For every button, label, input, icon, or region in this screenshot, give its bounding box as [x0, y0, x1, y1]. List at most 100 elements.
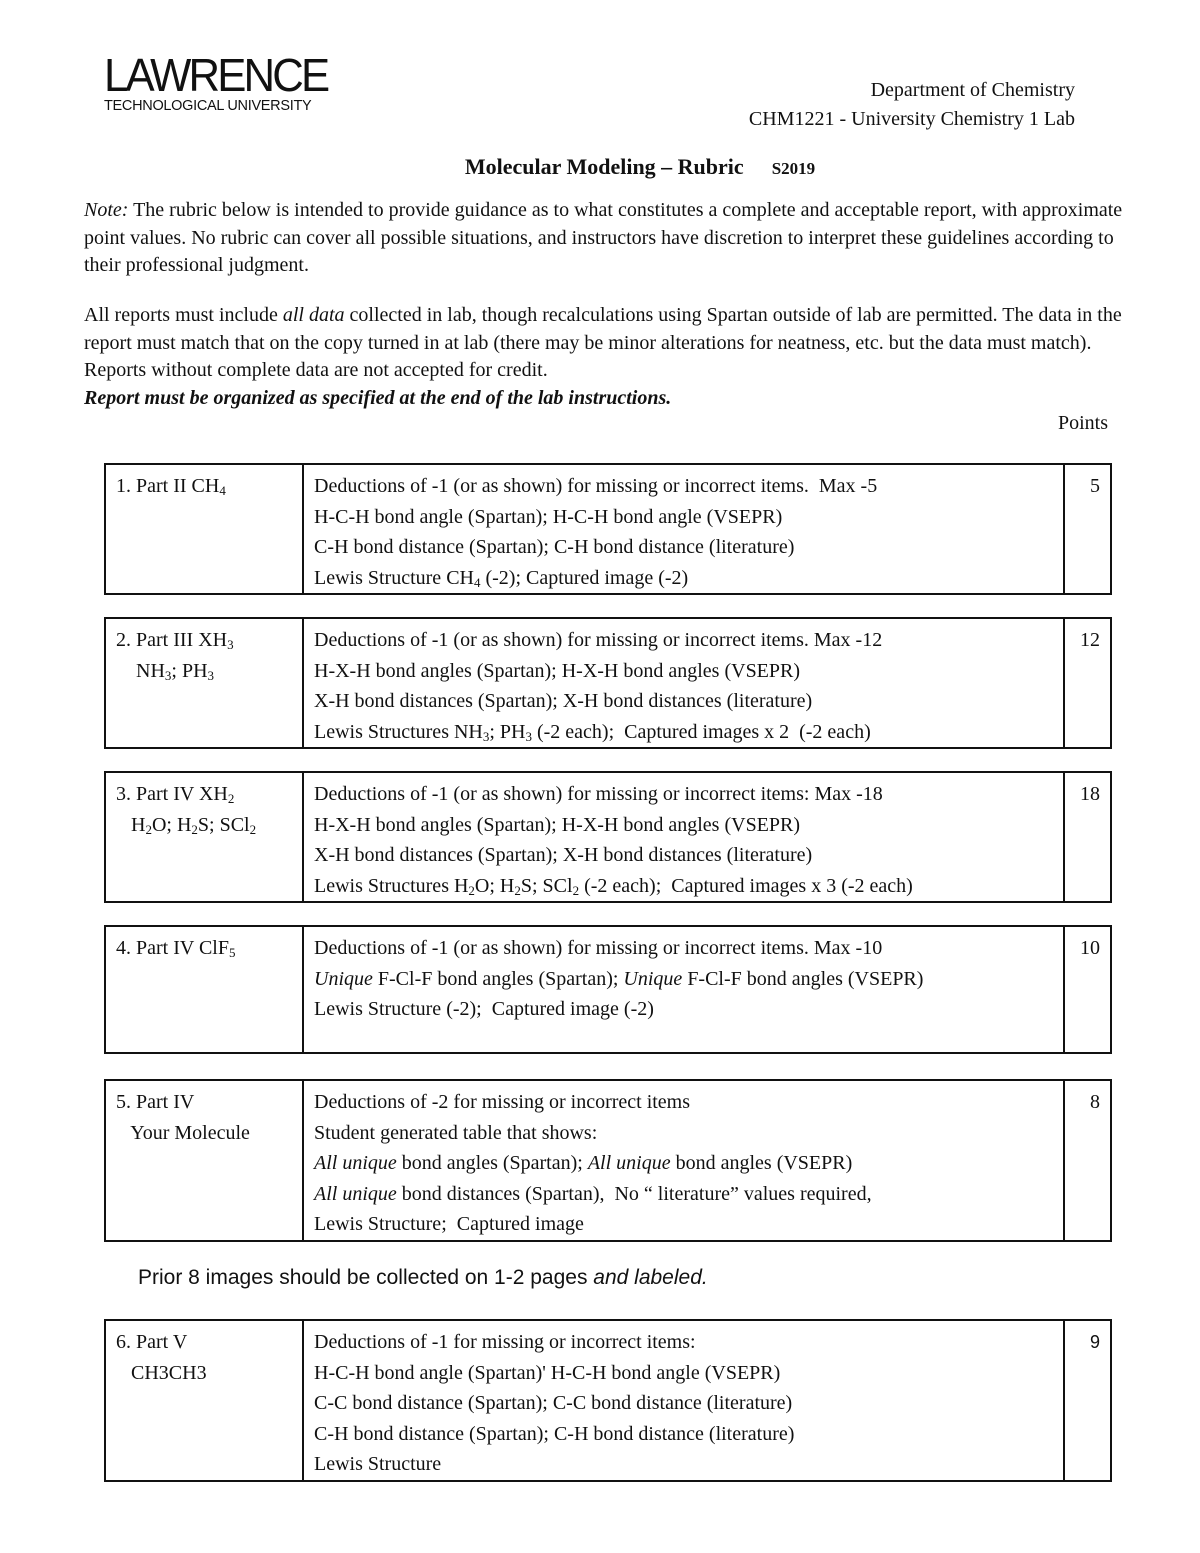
section-criteria: Deductions of -1 for missing or incorrec… [302, 1320, 1064, 1481]
rubric-line: C-C bond distance (Spartan); C-C bond di… [314, 1388, 1053, 1419]
text-segment: F-Cl-F bond angles (VSEPR) [682, 967, 924, 990]
subscript: 3 [207, 667, 215, 683]
text-segment: Deductions of -1 (or as shown) for missi… [314, 629, 883, 651]
section-points: 10 [1063, 926, 1111, 1053]
subscript: 2 [191, 821, 198, 837]
text-segment: All unique [314, 1152, 397, 1174]
rubric-line: H-X-H bond angles (Spartan); H-X-H bond … [314, 810, 1053, 841]
subscript: 2 [514, 882, 521, 898]
rubric-line: Deductions of -1 (or as shown) for missi… [314, 625, 1053, 656]
subscript: 2 [227, 791, 235, 806]
text-segment: Deductions of -1 (or as shown) for missi… [314, 475, 878, 497]
course-header: Department of Chemistry CHM1221 - Univer… [749, 76, 1075, 134]
section-criteria: Deductions of -1 (or as shown) for missi… [302, 618, 1064, 748]
text-segment: CH3CH3 [116, 1361, 207, 1384]
text-segment: Lewis Structures NH [314, 720, 483, 743]
section-label: 2. Part III XH3 NH3; PH3 [105, 618, 303, 748]
rubric-line: H-C-H bond angle (Spartan)' H-C-H bond a… [314, 1358, 1053, 1389]
section-criteria: Deductions of -1 (or as shown) for missi… [302, 772, 1064, 902]
text-segment: (-2 each); Captured images x 2 (-2 each) [531, 720, 871, 743]
text-segment: 4. Part IV ClF [116, 937, 229, 959]
text-segment: Your Molecule [116, 1121, 250, 1144]
note-label: Note: [84, 199, 129, 221]
subscript: 3 [525, 728, 532, 744]
rubric-line: 4. Part IV ClF5 [116, 933, 292, 964]
images-note-text: Prior 8 images should be collected on 1-… [138, 1266, 594, 1289]
req-post: collected in lab, though recalculations … [84, 304, 1122, 381]
page-title: Molecular Modeling – Rubric S2019 [0, 154, 1200, 180]
university-logo: LAWRENCE TECHNOLOGICAL UNIVERSITY [104, 52, 339, 114]
text-segment: X-H bond distances (Spartan); X-H bond d… [314, 844, 813, 866]
rubric-line: 3. Part IV XH2 [116, 779, 292, 810]
rubric-line: Your Molecule [116, 1118, 292, 1149]
text-segment: 2. Part III XH [116, 629, 228, 651]
logo-subtitle: TECHNOLOGICAL UNIVERSITY [104, 98, 312, 114]
subscript: 2 [249, 821, 257, 837]
rubric-section-table: 2. Part III XH3 NH3; PH3 Deductions of -1… [104, 617, 1112, 749]
subscript: 2 [572, 882, 580, 898]
text-segment: Lewis Structure; Captured image [314, 1213, 584, 1235]
text-segment: H-X-H bond angles (Spartan); H-X-H bond … [314, 659, 801, 682]
subscript: 2 [145, 821, 152, 837]
rubric-line: All unique bond distances (Spartan), No … [314, 1179, 1053, 1210]
rubric-line: Deductions of -2 for missing or incorrec… [314, 1087, 1053, 1118]
text-segment: (-2 each); Captured images x 3 (-2 each) [579, 874, 913, 897]
section-label: 4. Part IV ClF5 [105, 926, 303, 1053]
subscript: 3 [482, 728, 490, 744]
text-segment: All unique [587, 1152, 671, 1174]
section-criteria: Deductions of -1 (or as shown) for missi… [302, 926, 1064, 1053]
section-criteria: Deductions of -2 for missing or incorrec… [302, 1080, 1064, 1241]
rubric-line: Lewis Structures NH3; PH3 (-2 each); Cap… [314, 717, 1053, 748]
rubric-line: Deductions of -1 (or as shown) for missi… [314, 471, 1053, 502]
department: Department of Chemistry [870, 79, 1075, 101]
rubric-line: Deductions of -1 for missing or incorrec… [314, 1327, 1053, 1358]
rubric-line: C-H bond distance (Spartan); C-H bond di… [314, 532, 1053, 563]
text-segment: Lewis Structure [314, 1453, 442, 1475]
req-italic: all data [282, 304, 345, 326]
rubric-section-table: 4. Part IV ClF5 Deductions of -1 (or as s… [104, 925, 1112, 1054]
text-segment: O; H [474, 874, 515, 897]
text-segment: Unique [623, 967, 683, 990]
subscript: 4 [219, 483, 226, 498]
text-segment: All unique [314, 1182, 397, 1205]
rubric-line: NH3; PH3 [116, 656, 292, 687]
text-segment: O; H [151, 813, 192, 836]
rubric-line: H-X-H bond angles (Spartan); H-X-H bond … [314, 656, 1053, 687]
text-segment: Unique [314, 967, 373, 990]
text-segment: 3. Part IV XH [116, 783, 228, 805]
subscript: 2 [468, 882, 475, 898]
text-segment: 5. Part IV [116, 1091, 195, 1113]
rubric-line: H2O; H2S; SCl2 [116, 810, 292, 841]
rubric-line: 5. Part IV [116, 1087, 292, 1118]
rubric-line: Unique F-Cl-F bond angles (Spartan); Uni… [314, 964, 1053, 995]
rubric-line: H-C-H bond angle (Spartan); H-C-H bond a… [314, 502, 1053, 533]
rubric-line: Lewis Structure CH4 (-2); Captured image… [314, 563, 1053, 594]
subscript: 5 [228, 945, 236, 960]
rubric-section-table: 5. Part IV Your Molecule Deductions of -2… [104, 1079, 1112, 1242]
text-segment: X-H bond distances (Spartan); X-H bond d… [314, 690, 813, 712]
subscript: 3 [227, 637, 234, 652]
text-segment: 1. Part II CH [116, 475, 220, 497]
req-bold: Report must be organized as specified at… [84, 386, 672, 409]
section-label: 3. Part IV XH2 H2O; H2S; SCl2 [105, 772, 303, 902]
logo-name: LAWRENCE [104, 49, 330, 101]
note-paragraph: Note: The rubric below is intended to pr… [84, 197, 1124, 280]
rubric-line: Student generated table that shows: [314, 1118, 1053, 1149]
rubric-line: Deductions of -1 (or as shown) for missi… [314, 933, 1053, 964]
rubric-line: Deductions of -1 (or as shown) for missi… [314, 779, 1053, 810]
course: CHM1221 - University Chemistry 1 Lab [748, 108, 1075, 130]
text-segment: bond angles (VSEPR) [670, 1152, 853, 1174]
rubric-line: Lewis Structure (-2); Captured image (-2… [314, 994, 1053, 1025]
requirements-paragraph: All reports must include all data collec… [84, 302, 1124, 412]
text-segment: bond distances (Spartan), No “ literatur… [396, 1182, 872, 1205]
rubric-line: X-H bond distances (Spartan); X-H bond d… [314, 840, 1053, 871]
text-segment: H-C-H bond angle (Spartan)' H-C-H bond a… [314, 1361, 781, 1384]
rubric-line: 1. Part II CH4 [116, 471, 292, 502]
text-segment: 6. Part V [116, 1331, 188, 1353]
rubric-line: C-H bond distance (Spartan); C-H bond di… [314, 1419, 1053, 1450]
text-segment: NH [116, 659, 165, 682]
text-segment: Deductions of -1 (or as shown) for missi… [314, 937, 883, 959]
rubric-line: All unique bond angles (Spartan); All un… [314, 1148, 1053, 1179]
text-segment: H [116, 813, 146, 836]
